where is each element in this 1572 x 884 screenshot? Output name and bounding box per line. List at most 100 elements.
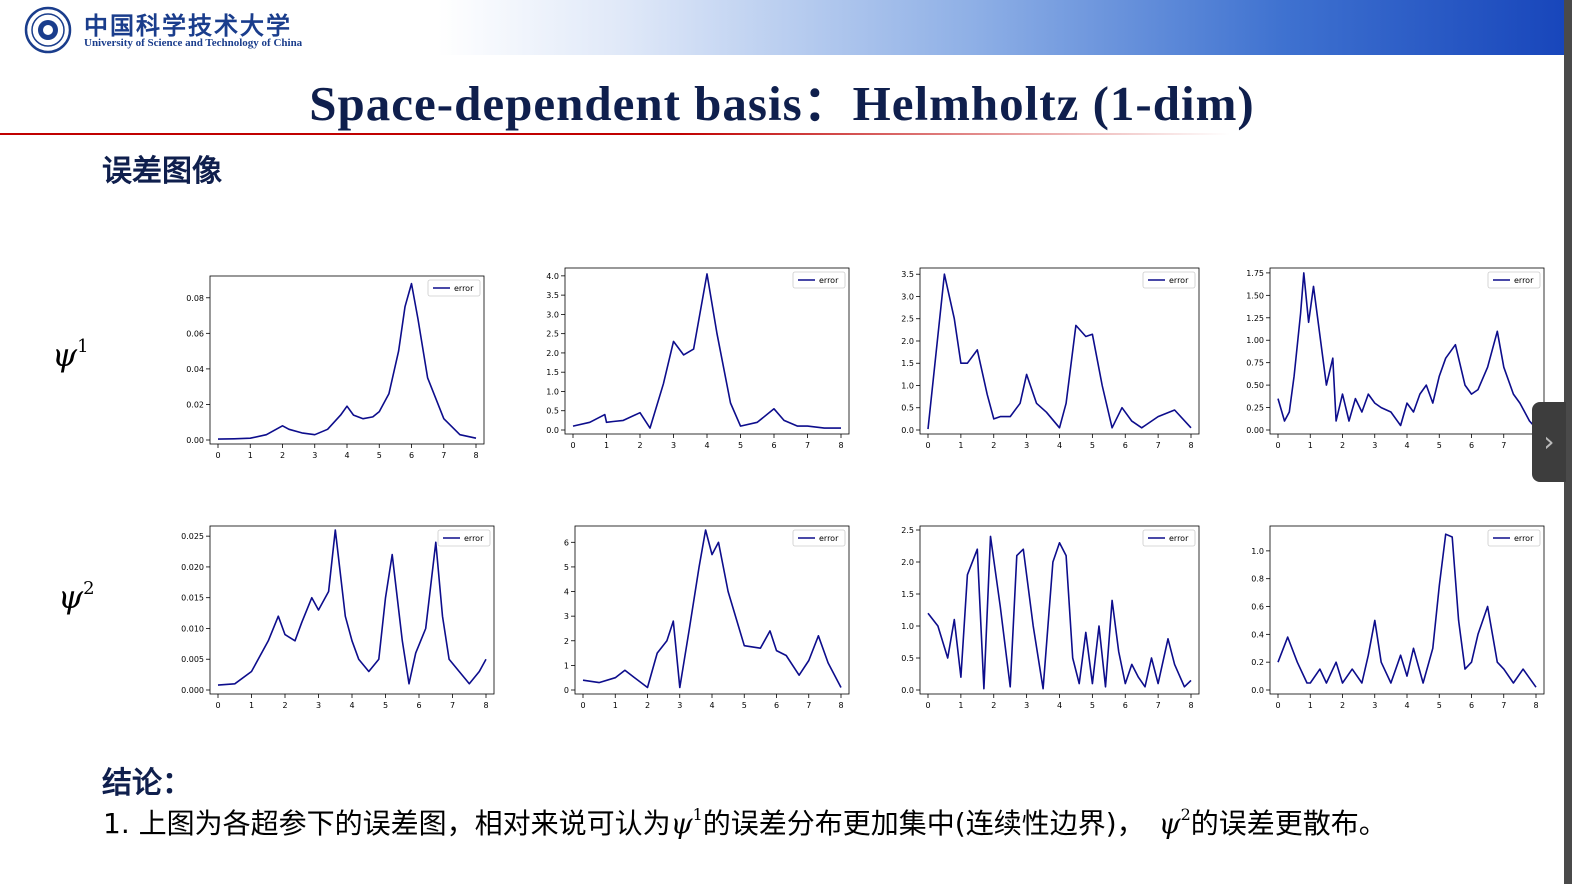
legend-label: error [819,276,839,285]
x-tick-label: 0 [925,441,930,450]
y-tick-label: 3 [564,612,569,621]
legend-label: error [464,534,484,543]
y-tick-label: 0.04 [186,365,204,374]
x-tick-label: 0 [215,451,220,460]
row-label-symbol: ψ [58,578,84,616]
x-tick-label: 7 [450,701,455,710]
plot-axes-frame [1269,525,1545,695]
x-tick-label: 2 [645,701,650,710]
y-tick-label: 0.50 [1246,381,1264,390]
x-tick-label: 2 [1340,701,1345,710]
header-banner [0,0,1564,55]
x-tick-label: 0 [925,701,930,710]
x-tick-label: 7 [1501,701,1506,710]
y-tick-label: 1.0 [1251,547,1264,556]
x-tick-label: 8 [838,441,843,450]
conclusion-suffix: 的误差更散布。 [1190,807,1387,840]
x-tick-label: 3 [312,451,317,460]
x-tick-label: 3 [671,441,676,450]
y-tick-label: 0.005 [181,655,204,664]
x-tick-label: 7 [441,451,446,460]
error-plot-psi1-1: 0 1 2 3 4 5 6 7 8 0.00 0.02 0.04 0.06 0.08 error [186,275,485,460]
x-tick-label: 1 [248,451,253,460]
plot-axes-frame [209,525,495,695]
y-tick-label: 0.000 [181,686,204,695]
x-tick-label: 5 [1437,701,1442,710]
legend-label: error [1169,534,1189,543]
x-tick-label: 0 [580,701,585,710]
y-tick-label: 0.0 [1251,686,1264,695]
y-tick-label: 0.00 [186,436,204,445]
x-tick-label: 6 [774,701,779,710]
y-tick-label: 3.5 [901,270,914,279]
y-tick-label: 0.00 [1246,426,1264,435]
psi2-superscript: 2 [1180,805,1191,824]
x-tick-label: 3 [316,701,321,710]
row-label-psi1: ψ1 [52,336,89,374]
university-name-en: University of Science and Technology of … [84,37,303,49]
y-tick-label: 0.020 [181,563,204,572]
y-tick-label: 2.0 [901,558,914,567]
plot-axes-frame [919,267,1200,435]
row-label-superscript: 1 [77,336,89,357]
slide-title: Space-dependent basis：Helmholtz (1-dim) [309,76,1255,131]
y-tick-label: 2.0 [901,337,914,346]
x-tick-label: 0 [570,441,575,450]
x-tick-label: 5 [377,451,382,460]
y-tick-label: 0.015 [181,594,204,603]
x-tick-label: 5 [742,701,747,710]
error-plot-psi2-3: 0 1 2 3 4 5 6 7 8 0.0 0.5 1.0 1.5 2.0 2.5 error [901,525,1200,710]
plot-axes-frame [209,275,485,445]
plot-axes-frame [564,267,850,435]
legend-label: error [1514,276,1534,285]
x-tick-label: 1 [604,441,609,450]
x-tick-label: 2 [1340,441,1345,450]
x-tick-label: 3 [677,701,682,710]
next-slide-button[interactable]: › [1532,402,1566,482]
y-tick-label: 1.0 [901,381,914,390]
x-tick-label: 6 [1123,701,1128,710]
legend-box [437,529,491,547]
legend-label: error [454,284,474,293]
window-frame-right [1564,0,1572,884]
x-tick-label: 4 [1057,441,1062,450]
x-tick-label: 4 [1057,701,1062,710]
y-tick-label: 4 [564,588,569,597]
x-tick-label: 6 [1469,441,1474,450]
x-tick-label: 8 [1188,441,1193,450]
legend-label: error [1514,534,1534,543]
y-tick-label: 6 [564,538,569,547]
error-series-line [572,273,841,429]
x-tick-label: 0 [1275,701,1280,710]
x-tick-label: 5 [383,701,388,710]
y-tick-label: 3.0 [546,310,559,319]
y-tick-label: 2.5 [546,330,559,339]
y-tick-label: 0.75 [1246,359,1264,368]
y-tick-label: 0.0 [546,426,559,435]
plot-axes-frame [1269,267,1545,435]
chevron-right-icon: › [1543,425,1555,458]
legend-box [1487,529,1541,547]
x-tick-label: 2 [282,701,287,710]
y-tick-label: 1.75 [1246,269,1264,278]
x-tick-label: 5 [1090,441,1095,450]
x-tick-label: 4 [1404,701,1409,710]
x-tick-label: 6 [771,441,776,450]
x-tick-label: 3 [1024,441,1029,450]
conclusion-heading: 结论： [102,766,192,801]
y-tick-label: 4.0 [546,272,559,281]
x-tick-label: 7 [805,441,810,450]
y-tick-label: 1 [564,661,569,670]
x-tick-label: 2 [637,441,642,450]
y-tick-label: 0.06 [186,329,204,338]
y-tick-label: 1.0 [546,387,559,396]
plot-axes-frame [574,525,850,695]
x-tick-label: 8 [1188,701,1193,710]
legend-label: error [819,534,839,543]
x-tick-label: 4 [1404,441,1409,450]
y-tick-label: 1.5 [546,368,559,377]
x-tick-label: 1 [1308,441,1313,450]
plot-axes-frame [919,525,1200,695]
x-tick-label: 5 [1090,701,1095,710]
y-tick-label: 0.5 [901,654,914,663]
